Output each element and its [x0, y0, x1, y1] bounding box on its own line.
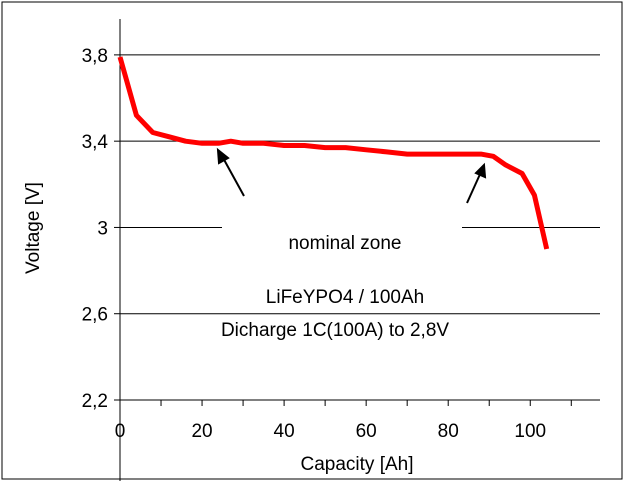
series-line: [117, 56, 550, 250]
x-tick-label: 100: [514, 421, 546, 442]
annotation-arrow-left: [216, 147, 245, 197]
series-layer: [117, 56, 550, 250]
annotation-discharge: Dicharge 1C(100A) to 2,8V: [221, 320, 449, 341]
y-tick-label: 3,8: [82, 46, 108, 67]
x-tick-label: 60: [356, 421, 377, 442]
nominal-zone-box: [222, 224, 462, 260]
x-tick-label: 80: [438, 421, 459, 442]
annotation-chemistry: LiFeYPO4 / 100Ah: [266, 287, 424, 308]
axes: [119, 19, 600, 401]
y-tick-label: 3: [97, 218, 108, 239]
tick-marks: [114, 54, 572, 406]
y-tick-labels: 2,2 2,6 3 3,4 3,8: [82, 46, 109, 412]
annotation-arrow-right: [466, 162, 487, 204]
x-tick-label: 20: [191, 421, 212, 442]
y-tick-label: 3,4: [82, 132, 109, 153]
annotation-nominal-zone: nominal zone: [288, 233, 401, 254]
x-axis-title: Capacity [Ah]: [301, 454, 414, 475]
y-axis-title: Voltage [V]: [23, 182, 44, 274]
x-tick-label: 40: [274, 421, 295, 442]
y-tick-label: 2,6: [82, 305, 108, 326]
y-tick-label: 2,2: [82, 391, 108, 412]
